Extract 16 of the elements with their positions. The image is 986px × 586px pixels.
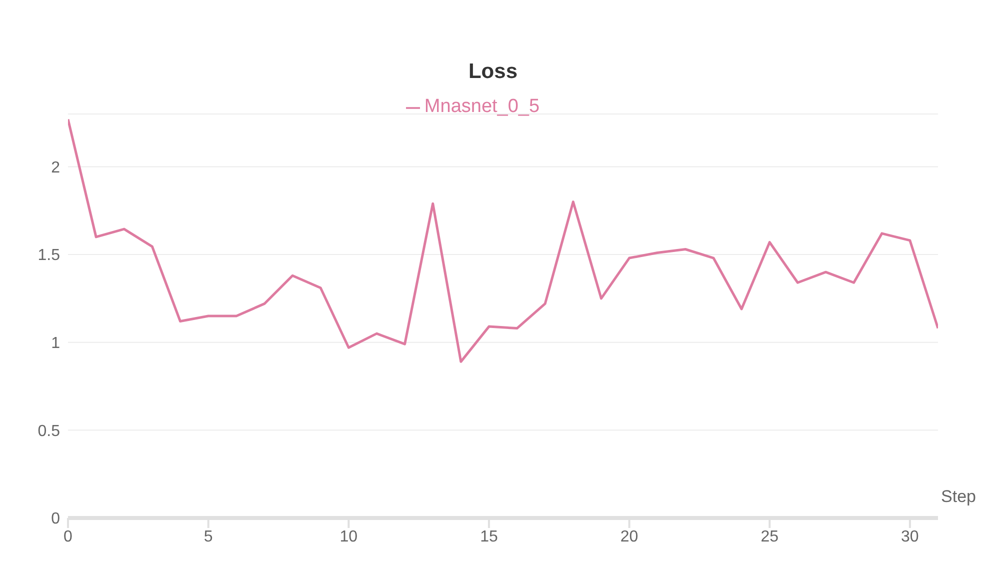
x-tick-label: 10: [340, 528, 358, 546]
y-tick-label: 2: [51, 159, 60, 176]
y-tick-label: 1.5: [38, 247, 60, 264]
chart-title: Loss: [467, 60, 518, 84]
y-tick-label: 0.5: [38, 422, 60, 440]
y-tick-label: 1: [51, 335, 60, 352]
x-tick-label: 15: [480, 528, 498, 546]
x-tick-label: 20: [620, 528, 638, 546]
y-tick-label: 0: [51, 510, 60, 528]
x-tick-label: 0: [64, 528, 73, 546]
x-tick-label: 30: [901, 528, 919, 546]
legend-label: Mnasnet_0_5: [424, 96, 540, 117]
x-tick-label: 5: [204, 528, 213, 546]
x-tick-label: 25: [760, 528, 779, 546]
x-axis-title: Step: [941, 487, 976, 506]
line-series: [68, 118, 938, 363]
